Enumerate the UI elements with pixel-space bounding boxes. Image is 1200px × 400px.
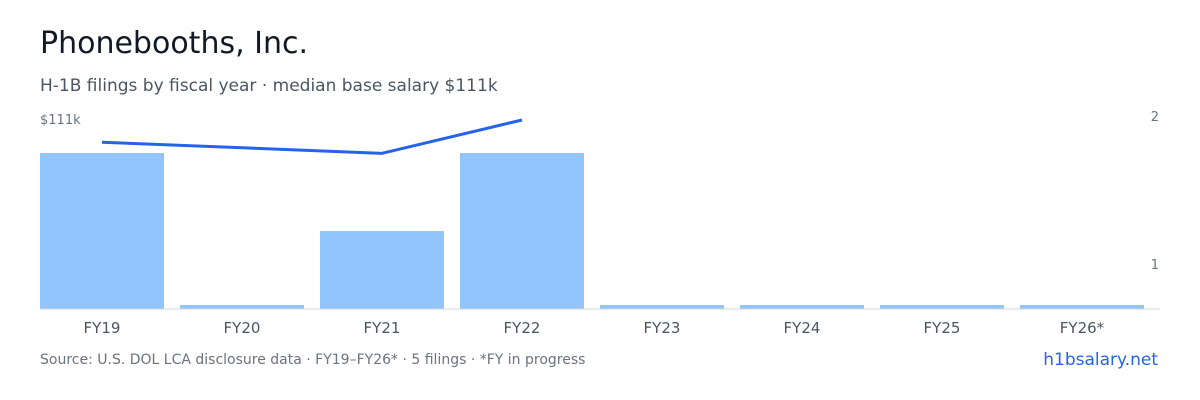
x-tick-label: FY22	[504, 319, 541, 337]
axis-labels: $111k 1 2	[40, 110, 1159, 273]
page-subtitle: H-1B filings by fiscal year · median bas…	[40, 76, 498, 96]
right-axis-tick: 2	[1151, 110, 1159, 125]
bar-fy25[interactable]	[880, 305, 1004, 309]
filings-chart: FY19 FY20 FY21 FY22 FY23 FY24 FY25 FY26* $111k 1…	[40, 110, 1160, 337]
bar-fy21[interactable]	[320, 231, 444, 309]
bar-fy19[interactable]	[40, 153, 164, 309]
right-axis-tick: 1	[1151, 258, 1159, 273]
x-tick-label: FY25	[924, 319, 961, 337]
x-tick-labels: FY19 FY20 FY21 FY22 FY23 FY24 FY25 FY26*	[84, 319, 1105, 337]
page-title: Phonebooths, Inc.	[40, 26, 309, 61]
x-tick-label: FY20	[224, 319, 261, 337]
x-tick-label: FY19	[84, 319, 121, 337]
brand-link[interactable]: h1bsalary.net	[1043, 350, 1158, 370]
bar-fy26-partial[interactable]	[1020, 305, 1144, 309]
line-layer	[101, 118, 523, 155]
bar-fy22[interactable]	[460, 153, 584, 309]
bar-fy24[interactable]	[740, 305, 864, 309]
x-tick-label: FY24	[784, 319, 821, 337]
x-tick-label: FY23	[644, 319, 681, 337]
bar-fy23[interactable]	[600, 305, 724, 309]
left-axis-label: $111k	[40, 113, 81, 128]
median-salary-line[interactable]	[101, 118, 523, 155]
x-tick-label: FY21	[364, 319, 401, 337]
bar-fy20[interactable]	[180, 305, 304, 309]
x-tick-label: FY26*	[1060, 319, 1105, 337]
source-note: Source: U.S. DOL LCA disclosure data · F…	[40, 352, 586, 368]
bars-layer	[40, 153, 1144, 309]
